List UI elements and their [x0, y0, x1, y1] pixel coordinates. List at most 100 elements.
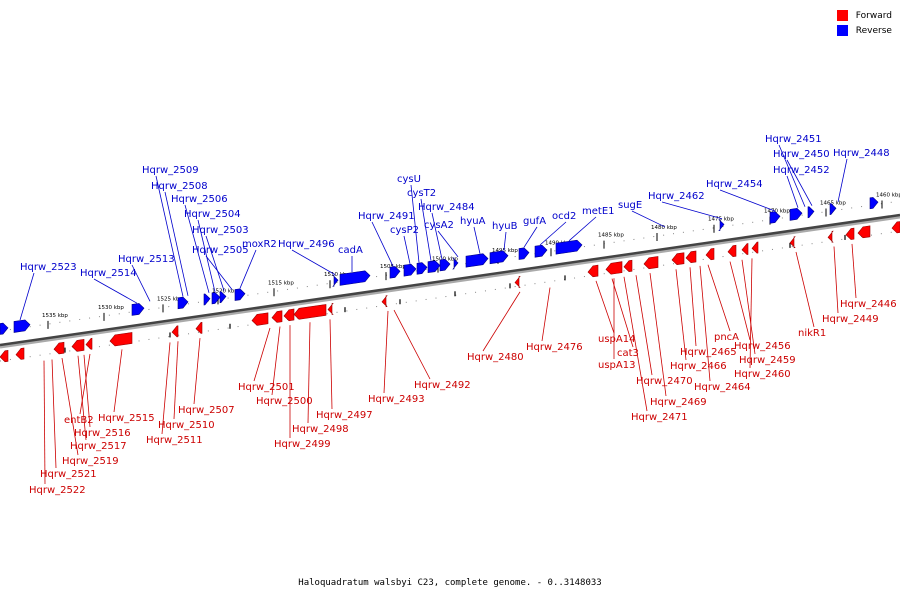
reverse-gene-arrow[interactable] [534, 244, 548, 258]
forward-gene-arrow[interactable] [71, 339, 85, 352]
forward-gene-label[interactable]: Hqrw_2517 [70, 441, 127, 452]
reverse-gene-arrow[interactable] [807, 206, 815, 219]
reverse-gene-label[interactable]: cysU [397, 174, 421, 185]
forward-gene-arrow[interactable] [857, 225, 871, 239]
reverse-gene-label[interactable]: Hqrw_2451 [765, 134, 822, 145]
reverse-gene-arrow[interactable] [211, 292, 221, 305]
reverse-gene-arrow[interactable] [203, 293, 211, 306]
forward-gene-label[interactable]: cat3 [617, 348, 639, 359]
forward-gene-arrow[interactable] [283, 308, 295, 322]
forward-gene-label[interactable]: Hqrw_2507 [178, 405, 235, 416]
reverse-gene-label[interactable]: hyuB [492, 221, 518, 232]
forward-gene-arrow[interactable] [109, 332, 133, 347]
reverse-gene-label[interactable]: Hqrw_2454 [706, 179, 763, 190]
forward-gene-arrow[interactable] [827, 230, 834, 243]
forward-gene-label[interactable]: Hqrw_2498 [292, 424, 349, 435]
reverse-gene-label[interactable]: Hqrw_2452 [773, 165, 830, 176]
reverse-gene-arrow[interactable] [465, 253, 489, 268]
forward-gene-label[interactable]: entB2 [64, 415, 94, 426]
reverse-gene-arrow[interactable] [219, 291, 227, 304]
forward-gene-label[interactable]: uspA14 [598, 334, 635, 345]
reverse-gene-arrow[interactable] [769, 211, 781, 224]
reverse-gene-label[interactable]: cysA2 [424, 220, 454, 231]
forward-gene-arrow[interactable] [643, 256, 659, 270]
reverse-gene-arrow[interactable] [177, 296, 189, 310]
forward-gene-arrow[interactable] [271, 310, 283, 323]
forward-gene-label[interactable]: Hqrw_2492 [414, 380, 471, 391]
forward-gene-arrow[interactable] [514, 275, 521, 288]
reverse-gene-label[interactable]: moxR2 [242, 239, 277, 250]
forward-gene-arrow[interactable] [605, 261, 623, 275]
forward-gene-label[interactable]: Hqrw_2464 [694, 382, 751, 393]
forward-gene-arrow[interactable] [671, 252, 685, 266]
reverse-gene-arrow[interactable] [555, 239, 583, 255]
forward-gene-arrow[interactable] [751, 241, 759, 254]
forward-gene-label[interactable]: Hqrw_2493 [368, 394, 425, 405]
reverse-gene-label[interactable]: Hqrw_2514 [80, 268, 137, 279]
forward-gene-label[interactable]: Hqrw_2510 [158, 420, 215, 431]
forward-gene-arrow[interactable] [741, 243, 749, 255]
forward-gene-label[interactable]: Hqrw_2446 [840, 299, 897, 310]
forward-gene-arrow[interactable] [845, 227, 855, 240]
forward-gene-arrow[interactable] [891, 221, 900, 234]
reverse-gene-arrow[interactable] [427, 260, 441, 274]
reverse-gene-label[interactable]: Hqrw_2505 [192, 245, 249, 256]
forward-gene-arrow[interactable] [705, 248, 715, 261]
reverse-gene-label[interactable]: Hqrw_2508 [151, 181, 208, 192]
reverse-gene-arrow[interactable] [869, 197, 879, 210]
reverse-gene-arrow[interactable] [403, 263, 417, 277]
reverse-gene-label[interactable]: Hqrw_2509 [142, 165, 199, 176]
forward-gene-arrow[interactable] [0, 349, 9, 363]
forward-gene-arrow[interactable] [293, 304, 327, 320]
reverse-gene-arrow[interactable] [718, 219, 725, 232]
forward-gene-label[interactable]: Hqrw_2497 [316, 410, 373, 421]
forward-gene-label[interactable]: Hqrw_2521 [40, 469, 97, 480]
forward-gene-label[interactable]: Hqrw_2501 [238, 382, 295, 393]
reverse-gene-label[interactable]: Hqrw_2448 [833, 148, 890, 159]
reverse-gene-arrow[interactable] [0, 322, 9, 335]
reverse-gene-arrow[interactable] [131, 303, 145, 316]
reverse-gene-arrow[interactable] [829, 203, 837, 215]
reverse-gene-label[interactable]: Hqrw_2491 [358, 211, 415, 222]
forward-gene-label[interactable]: pncA [714, 332, 739, 343]
forward-gene-label[interactable]: Hqrw_2456 [734, 341, 791, 352]
reverse-gene-label[interactable]: sugE [618, 200, 642, 211]
forward-gene-label[interactable]: Hqrw_2476 [526, 342, 583, 353]
forward-gene-arrow[interactable] [85, 337, 93, 350]
forward-gene-label[interactable]: nikR1 [798, 328, 826, 339]
reverse-gene-arrow[interactable] [234, 288, 246, 301]
reverse-gene-label[interactable]: ocd2 [552, 211, 576, 222]
forward-gene-label[interactable]: Hqrw_2465 [680, 347, 737, 358]
forward-gene-label[interactable]: Hqrw_2516 [74, 428, 131, 439]
forward-gene-label[interactable]: Hqrw_2471 [631, 412, 688, 423]
forward-gene-label[interactable]: Hqrw_2480 [467, 352, 524, 363]
reverse-gene-label[interactable]: Hqrw_2504 [184, 209, 241, 220]
forward-gene-label[interactable]: Hqrw_2449 [822, 314, 879, 325]
reverse-gene-label[interactable]: cysP2 [390, 225, 419, 236]
forward-gene-label[interactable]: Hqrw_2522 [29, 485, 86, 496]
forward-gene-arrow[interactable] [171, 325, 179, 338]
reverse-gene-arrow[interactable] [13, 319, 31, 333]
reverse-gene-arrow[interactable] [389, 266, 401, 279]
forward-gene-arrow[interactable] [15, 347, 25, 360]
forward-gene-arrow[interactable] [685, 250, 697, 264]
reverse-gene-arrow[interactable] [416, 262, 428, 275]
forward-gene-arrow[interactable] [623, 259, 633, 272]
forward-gene-arrow[interactable] [789, 236, 796, 249]
reverse-gene-label[interactable]: Hqrw_2484 [418, 202, 475, 213]
reverse-gene-label[interactable]: Hqrw_2450 [773, 149, 830, 160]
reverse-gene-label[interactable]: Hqrw_2506 [171, 194, 228, 205]
reverse-gene-arrow[interactable] [332, 274, 339, 287]
reverse-gene-label[interactable]: hyuA [460, 216, 486, 227]
reverse-gene-arrow[interactable] [339, 270, 371, 286]
reverse-gene-label[interactable]: gufA [523, 216, 546, 227]
forward-gene-arrow[interactable] [587, 264, 599, 278]
reverse-gene-label[interactable]: Hqrw_2513 [118, 254, 175, 265]
forward-gene-arrow[interactable] [195, 321, 203, 334]
reverse-gene-arrow[interactable] [439, 258, 451, 272]
reverse-gene-label[interactable]: cysT2 [407, 188, 436, 199]
reverse-gene-label[interactable]: Hqrw_2523 [20, 262, 77, 273]
forward-gene-label[interactable]: uspA13 [598, 360, 635, 371]
forward-gene-label[interactable]: Hqrw_2459 [739, 355, 796, 366]
reverse-gene-arrow[interactable] [518, 247, 530, 260]
